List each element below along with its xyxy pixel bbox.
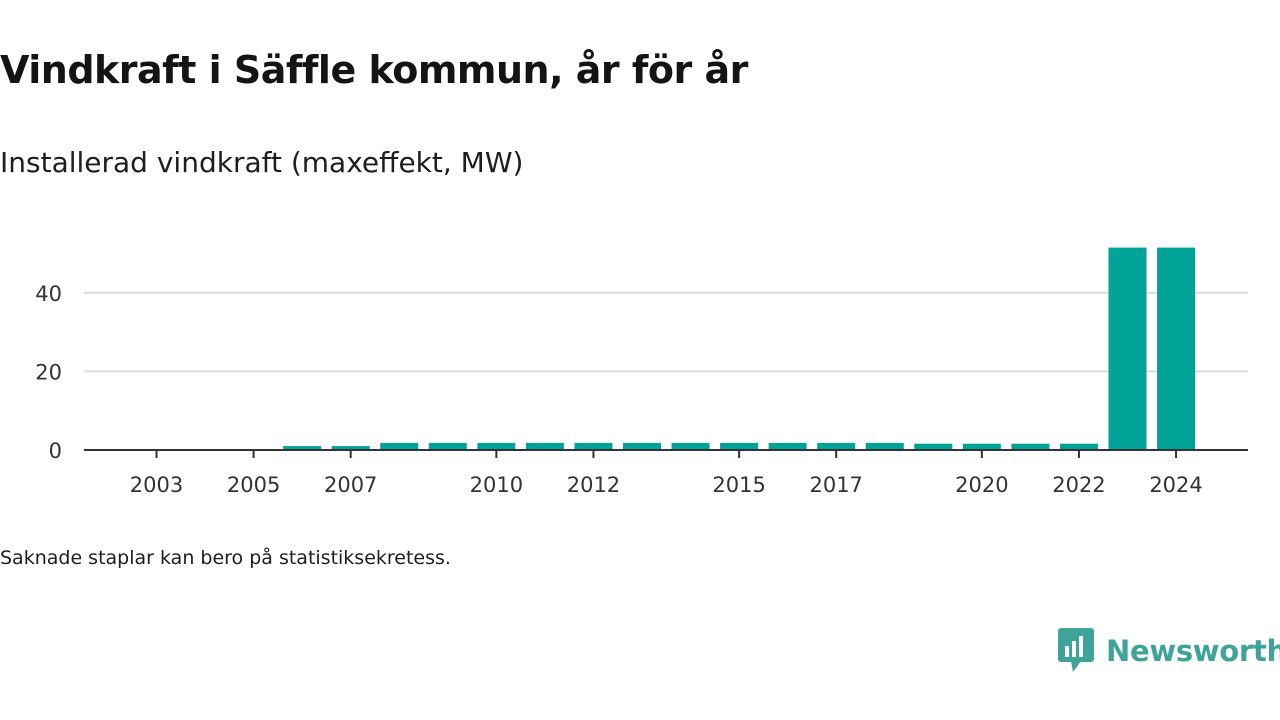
- x-tick-label-2012: 2012: [567, 473, 620, 497]
- bar-2010: [477, 442, 516, 450]
- bar-2012: [574, 442, 613, 450]
- bar-2023: [1108, 247, 1147, 450]
- x-tick-label-2010: 2010: [470, 473, 523, 497]
- bar-2018: [865, 442, 904, 450]
- x-tick-label-2020: 2020: [955, 473, 1008, 497]
- bar-2008: [380, 442, 419, 450]
- bar-2019: [914, 443, 953, 450]
- bar-2009: [428, 442, 467, 450]
- footnote: Saknade staplar kan bero på statistiksek…: [0, 547, 451, 569]
- bar-2024: [1157, 247, 1196, 450]
- bar-2021: [1011, 443, 1050, 450]
- bar-2020: [962, 443, 1001, 450]
- y-tick-label-0: 0: [49, 439, 62, 463]
- x-tick-label-2007: 2007: [324, 473, 377, 497]
- gridlines: [84, 291, 1248, 373]
- bar-2015: [720, 442, 759, 450]
- bar-2022: [1059, 443, 1098, 450]
- x-tick-label-2022: 2022: [1052, 473, 1105, 497]
- bar-2006: [283, 446, 322, 450]
- x-tick-label-2017: 2017: [809, 473, 862, 497]
- bar-2011: [525, 442, 564, 450]
- bar-2017: [817, 442, 856, 450]
- newsworthy-logo: Newsworthy: [1058, 628, 1280, 674]
- y-axis-labels: 0 20 40: [35, 282, 62, 463]
- y-tick-label-20: 20: [35, 360, 62, 384]
- x-axis: [84, 449, 1248, 458]
- chart-subtitle: Installerad vindkraft (maxeffekt, MW): [0, 146, 524, 179]
- bar-2007: [331, 446, 370, 450]
- x-tick-label-2005: 2005: [227, 473, 280, 497]
- bars: [283, 247, 1196, 450]
- x-tick-label-2003: 2003: [130, 473, 183, 497]
- bar-2013: [623, 442, 661, 450]
- x-tick-label-2015: 2015: [712, 473, 765, 497]
- x-tick-label-2024: 2024: [1149, 473, 1202, 497]
- x-axis-labels: 2003 2005 2007 2010 2012 2015 2017 2020 2022 2024: [130, 473, 1203, 497]
- chart-bubble-icon: [1058, 628, 1094, 672]
- bar-2016: [768, 442, 807, 450]
- y-tick-label-40: 40: [35, 282, 62, 306]
- chart-title: Vindkraft i Säffle kommun, år för år: [0, 48, 748, 92]
- brand-name: Newsworthy: [1106, 634, 1280, 668]
- bar-2014: [671, 442, 710, 450]
